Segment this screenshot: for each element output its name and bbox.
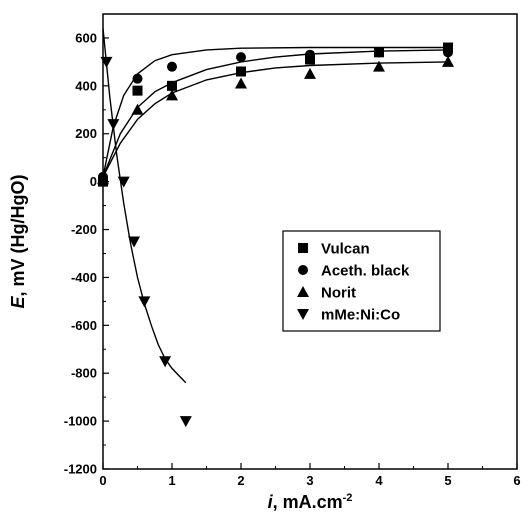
x-axis-variable: i <box>268 492 274 512</box>
y-tick-label: 200 <box>75 126 97 141</box>
fit-curve-1 <box>102 49 449 178</box>
data-point-3 <box>304 67 316 79</box>
data-point-2 <box>443 47 453 58</box>
data-point-2 <box>374 47 384 58</box>
data-point-4 <box>128 236 141 248</box>
legend-entry-label: Vulcan <box>321 241 370 258</box>
legend-entry-label: Norit <box>321 285 356 302</box>
legend-marker <box>297 309 309 320</box>
y-tick-label: -200 <box>71 222 97 237</box>
legend-entry-label: mMe:Ni:Co <box>321 307 400 324</box>
data-point-3 <box>166 89 178 101</box>
data-point-4 <box>138 296 151 308</box>
fit-curve-3 <box>102 61 449 178</box>
y-tick-label: -1000 <box>64 414 97 429</box>
y-axis-title: E, mV (Hg/HgO) <box>8 174 28 308</box>
data-point-2 <box>132 73 143 84</box>
y-tick-label: 400 <box>75 78 97 93</box>
x-tick-label: 2 <box>237 473 244 488</box>
data-point-1 <box>167 80 177 91</box>
x-tick-label: 1 <box>168 473 175 488</box>
x-tick-label: 4 <box>375 473 383 488</box>
data-point-3 <box>442 55 454 67</box>
data-point-2 <box>305 49 315 60</box>
legend: Vulcan Aceth. black Norit mMe:Ni:Co <box>282 230 441 332</box>
data-point-2 <box>236 52 246 63</box>
legend-entry-label: Aceth. black <box>321 263 410 280</box>
y-tick-label: -1200 <box>64 462 97 477</box>
data-point-2 <box>167 61 177 72</box>
x-tick-label: 5 <box>444 473 451 488</box>
legend-marker <box>297 286 309 297</box>
x-tick-label: 0 <box>99 473 106 488</box>
y-tick-label: 600 <box>75 30 97 45</box>
data-point-3 <box>373 60 385 72</box>
data-point-1 <box>236 66 246 77</box>
data-point-4 <box>117 176 130 188</box>
y-tick-label: -800 <box>71 366 97 381</box>
data-point-3 <box>131 103 144 115</box>
x-tick-label: 6 <box>513 473 520 488</box>
data-point-4 <box>179 416 192 428</box>
x-axis-unit: , mA.cm <box>273 492 343 512</box>
y-axis-variable: E <box>8 296 28 309</box>
legend-box <box>282 230 441 332</box>
y-axis-unit: , mV (Hg/HgO) <box>8 174 28 296</box>
data-point-3 <box>235 77 247 89</box>
x-tick-label: 3 <box>306 473 313 488</box>
legend-marker <box>298 243 308 253</box>
y-tick-label: 0 <box>90 174 97 189</box>
x-axis-title: i, mA.cm-2 <box>268 492 353 512</box>
fit-curves <box>102 28 449 384</box>
data-point-4 <box>159 356 172 368</box>
y-tick-label: -600 <box>71 318 97 333</box>
legend-marker <box>298 265 308 275</box>
data-point-4 <box>107 119 120 131</box>
x-axis-unit-exponent: -2 <box>343 492 353 504</box>
axis-ticks: 0 1 2 3 4 5 6 -1200 -1000 -800 -600 -400 -200 0 200 400… <box>64 30 521 488</box>
data-markers <box>97 42 454 428</box>
fit-curve-2 <box>102 46 448 177</box>
y-tick-label: -400 <box>71 270 97 285</box>
data-point-1 <box>132 85 143 96</box>
